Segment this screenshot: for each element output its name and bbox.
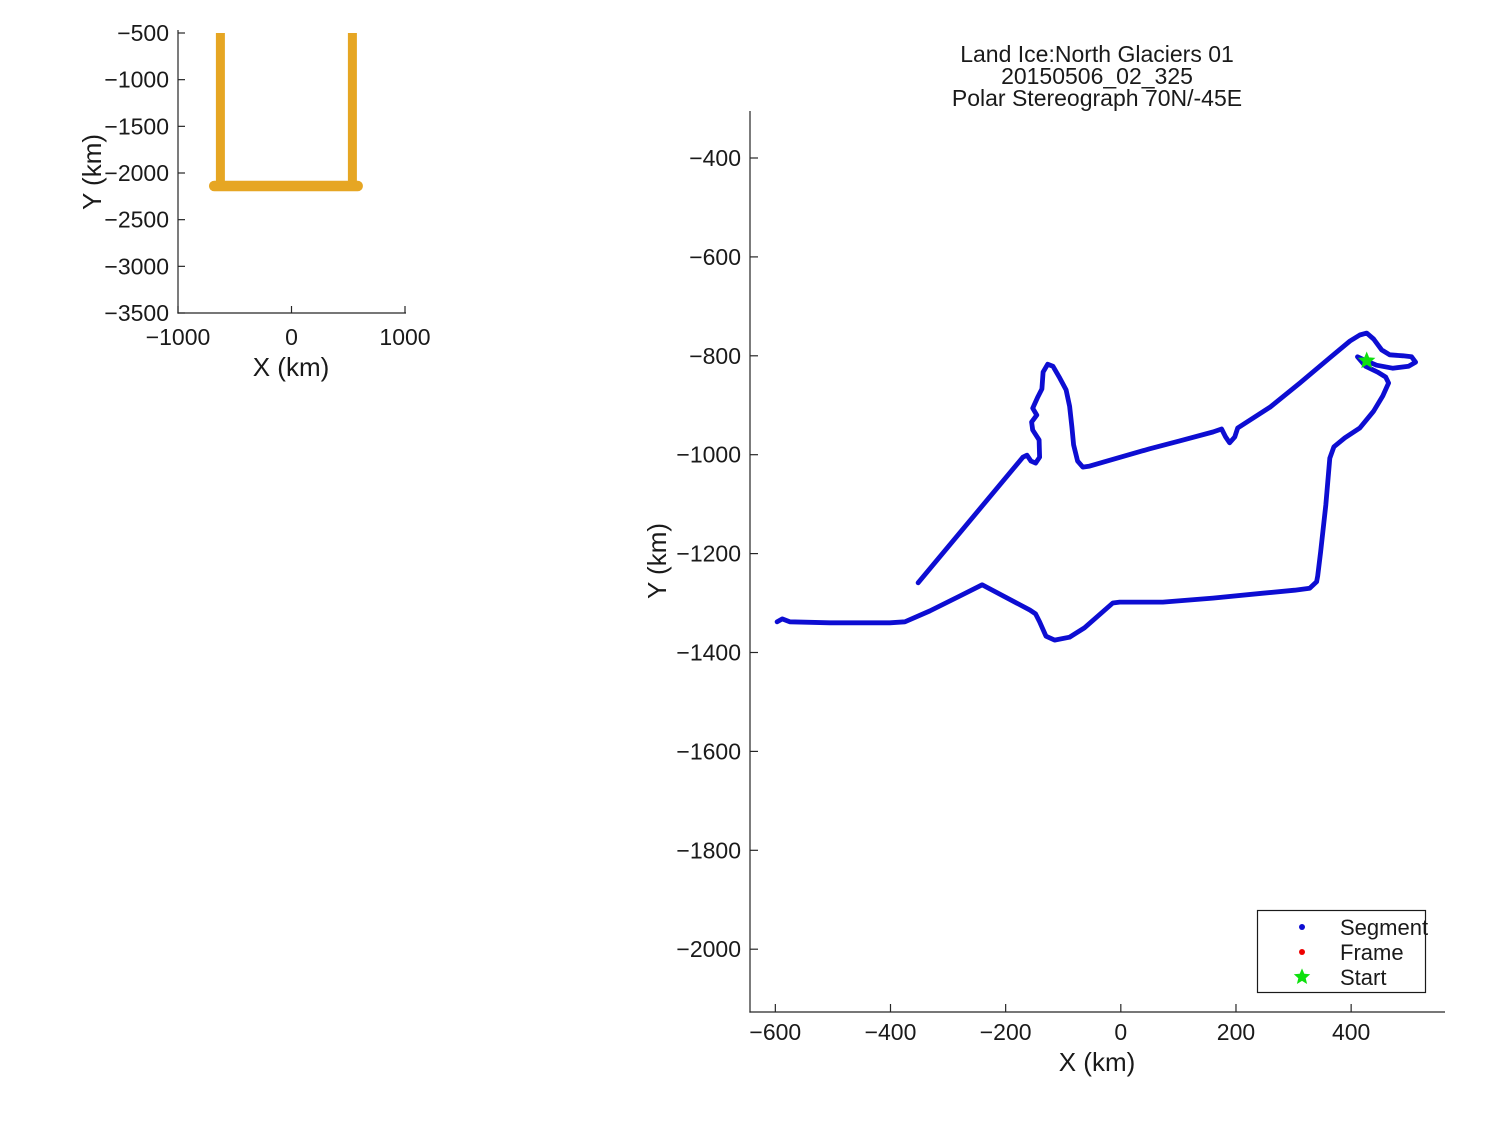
- main-xlabel: X (km): [1059, 1047, 1136, 1077]
- plot-title-line-3: Polar Stereograph 70N/-45E: [952, 85, 1242, 111]
- y-tick-label: −3000: [104, 253, 169, 279]
- y-tick-label: −2000: [676, 936, 741, 962]
- y-tick-label: −1800: [676, 837, 741, 863]
- main-plot: −400 −600 −800 −1000 −1200 −1400 −1600 −1800 −20…: [642, 41, 1445, 1077]
- x-tick-label: 1000: [379, 324, 430, 350]
- y-tick-label: −1500: [104, 113, 169, 139]
- y-tick-label: −800: [689, 343, 741, 369]
- x-tick-label: −1000: [146, 324, 211, 350]
- overview-ylabel: Y (km): [77, 134, 107, 210]
- plot-title-line-1: Land Ice:North Glaciers 01: [960, 41, 1234, 67]
- y-tick-label: −500: [117, 20, 169, 46]
- segment-track: [774, 330, 1418, 643]
- y-tick-label: −400: [689, 145, 741, 171]
- overview-series: [208, 33, 363, 192]
- legend-frame-label: Frame: [1340, 940, 1404, 965]
- y-tick-label: −2500: [104, 207, 169, 233]
- x-tick-label: −200: [980, 1019, 1032, 1045]
- start-marker: [1357, 351, 1376, 369]
- legend: Segment Frame Start: [1256, 909, 1428, 994]
- y-tick-label: −3500: [104, 300, 169, 326]
- y-tick-label: −1600: [676, 738, 741, 764]
- x-tick-label: 200: [1217, 1019, 1255, 1045]
- overview-plot: −500−1000−1500−2000−2500−3000−3500−1000 0…: [77, 20, 431, 382]
- x-tick-label: 0: [285, 324, 298, 350]
- x-tick-label: −400: [865, 1019, 917, 1045]
- legend-segment-dot-icon: [1299, 924, 1305, 930]
- main-ylabel: Y (km): [642, 523, 672, 599]
- y-tick-label: −1200: [676, 541, 741, 567]
- legend-segment-label: Segment: [1340, 915, 1428, 940]
- main-ticks: −400 −600 −800 −1000 −1200 −1400 −1600 −1800 −20…: [676, 145, 1370, 1045]
- x-tick-label: 400: [1332, 1019, 1370, 1045]
- y-tick-label: −1400: [676, 639, 741, 665]
- overview-xlabel: X (km): [253, 352, 330, 382]
- plot-title-line-2: 20150506_02_325: [1001, 63, 1193, 89]
- legend-box: [1256, 909, 1427, 994]
- x-tick-label: −600: [749, 1019, 801, 1045]
- overview-ticks: −500−1000−1500−2000−2500−3000−3500−1000 0…: [104, 20, 430, 350]
- legend-frame-dot-icon: [1299, 949, 1305, 955]
- y-tick-label: −2000: [104, 160, 169, 186]
- main-series: [774, 330, 1418, 643]
- legend-start-star-icon: [1293, 968, 1311, 984]
- y-tick-label: −600: [689, 244, 741, 270]
- x-tick-label: 0: [1114, 1019, 1127, 1045]
- y-tick-label: −1000: [104, 67, 169, 93]
- y-tick-label: −1000: [676, 442, 741, 468]
- legend-start-label: Start: [1340, 965, 1386, 990]
